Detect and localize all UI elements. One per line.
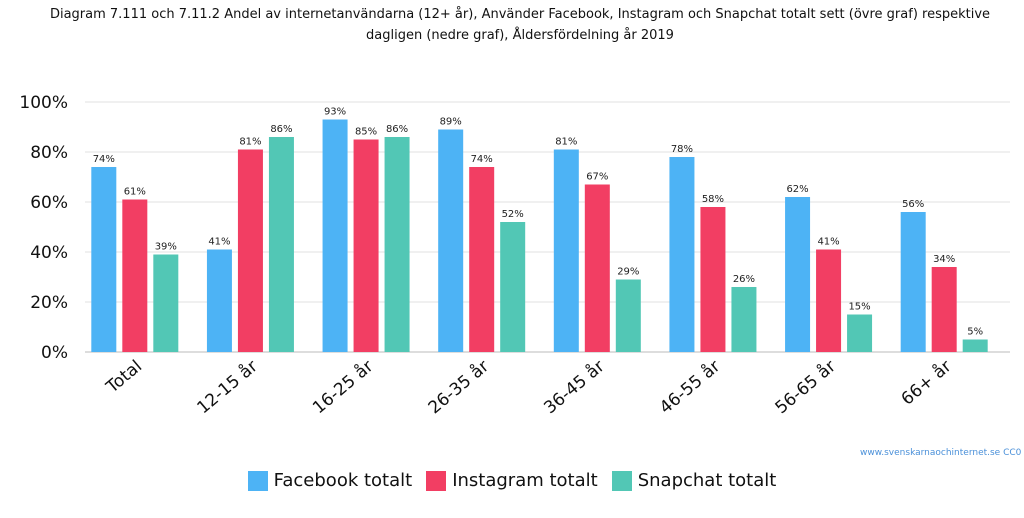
bar bbox=[731, 287, 757, 352]
legend-item-instagram: Instagram totalt bbox=[426, 470, 598, 491]
x-tick-label: 46-55 år bbox=[655, 356, 724, 419]
legend-item-snapchat: Snapchat totalt bbox=[611, 470, 777, 491]
bar bbox=[553, 149, 579, 352]
data-label: 52% bbox=[502, 209, 524, 220]
bar bbox=[785, 197, 811, 352]
bar bbox=[615, 279, 641, 352]
bar bbox=[931, 267, 957, 352]
bar bbox=[584, 184, 610, 352]
bar bbox=[438, 129, 464, 352]
data-label: 58% bbox=[702, 194, 724, 205]
y-tick-label: 20% bbox=[30, 293, 68, 313]
legend-swatch-instagram bbox=[426, 470, 447, 491]
legend-swatch-facebook bbox=[247, 470, 268, 491]
data-label: 5% bbox=[967, 327, 983, 338]
data-label: 61% bbox=[124, 187, 146, 198]
bar bbox=[353, 139, 379, 352]
bar bbox=[900, 212, 926, 352]
bar bbox=[122, 199, 148, 352]
data-label: 74% bbox=[93, 154, 115, 165]
legend-label-facebook: Facebook totalt bbox=[273, 470, 413, 491]
source-credit: www.svenskarnaochinternet.se CC0 bbox=[860, 448, 1022, 458]
x-tick-label: 66+ år bbox=[897, 356, 955, 410]
legend-label-instagram: Instagram totalt bbox=[452, 470, 598, 491]
bar bbox=[237, 149, 263, 352]
legend: Facebook totalt Instagram totalt Snapcha… bbox=[0, 470, 1024, 491]
legend-swatch-snapchat bbox=[611, 470, 632, 491]
data-label: 86% bbox=[270, 124, 292, 135]
bar bbox=[469, 167, 495, 352]
data-label: 41% bbox=[208, 237, 230, 248]
y-tick-label: 40% bbox=[30, 243, 68, 263]
data-label: 81% bbox=[555, 137, 577, 148]
data-label: 62% bbox=[786, 184, 808, 195]
bar bbox=[847, 314, 873, 352]
bar bbox=[206, 249, 232, 352]
bar bbox=[816, 249, 842, 352]
x-tick-label: 12-15 år bbox=[193, 356, 262, 419]
bar bbox=[153, 254, 179, 352]
data-label: 74% bbox=[471, 154, 493, 165]
data-label: 29% bbox=[617, 267, 639, 278]
y-tick-label: 0% bbox=[41, 343, 68, 363]
data-label: 85% bbox=[355, 127, 377, 138]
bar bbox=[962, 339, 988, 352]
data-label: 41% bbox=[817, 237, 839, 248]
bar bbox=[268, 137, 294, 352]
x-tick-label: 16-25 år bbox=[308, 356, 377, 419]
data-label: 89% bbox=[440, 117, 462, 128]
data-label: 56% bbox=[902, 199, 924, 210]
y-tick-label: 60% bbox=[30, 193, 68, 213]
data-label: 93% bbox=[324, 107, 346, 118]
bar bbox=[500, 222, 526, 352]
data-label: 78% bbox=[671, 144, 693, 155]
data-label: 15% bbox=[848, 302, 870, 313]
data-label: 81% bbox=[239, 137, 261, 148]
legend-item-facebook: Facebook totalt bbox=[247, 470, 413, 491]
bar bbox=[384, 137, 410, 352]
x-tick-label: 26-35 år bbox=[424, 356, 493, 419]
data-label: 86% bbox=[386, 124, 408, 135]
bar bbox=[322, 119, 348, 352]
data-label: 34% bbox=[933, 254, 955, 265]
data-label: 26% bbox=[733, 274, 755, 285]
legend-label-snapchat: Snapchat totalt bbox=[637, 470, 777, 491]
y-tick-label: 100% bbox=[19, 93, 68, 113]
bar bbox=[669, 157, 695, 352]
x-tick-label: 56-65 år bbox=[771, 356, 840, 419]
data-label: 39% bbox=[155, 242, 177, 253]
x-tick-label: 36-45 år bbox=[540, 356, 609, 419]
bar-chart: 0% 20% 40% 60% 80% 100% 74% 61% 39% Total 41% 81% 86… bbox=[19, 93, 1010, 419]
y-tick-label: 80% bbox=[30, 143, 68, 163]
data-label: 67% bbox=[586, 172, 608, 183]
bar bbox=[700, 207, 726, 352]
x-tick-label: Total bbox=[102, 357, 146, 398]
bar bbox=[91, 167, 117, 352]
chart-title: Diagram 7.111 och 7.11.2 Andel av intern… bbox=[49, 7, 991, 43]
